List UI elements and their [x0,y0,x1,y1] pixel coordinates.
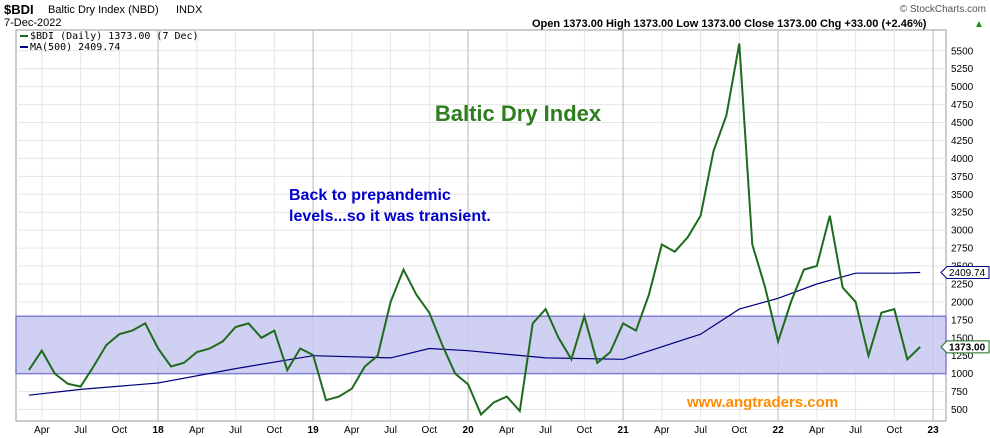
x-tick-label: 20 [463,425,475,436]
legend-price-label: $BDI (Daily) 1373.00 (7 Dec) [30,31,199,42]
ma-value-tag: 2409.74 [940,266,990,280]
ma-tag-text: 2409.74 [949,268,986,279]
x-tick-label: 19 [308,425,320,436]
x-tick-label: Jul [74,425,87,436]
x-tick-label: Oct [112,425,128,436]
legend: $BDI (Daily) 1373.00 (7 Dec) MA(500) 240… [20,31,199,53]
x-tick-label: Oct [267,425,283,436]
ma500-line [28,271,921,396]
y-tick-label: 1000 [951,369,974,380]
x-tick-label: Apr [499,425,515,436]
y-tick-label: 3750 [951,172,974,183]
y-tick-label: 5000 [951,82,974,93]
x-tick-label: 22 [773,425,785,436]
x-axis: Apr Jul Oct 18 Apr Jul Oct 19 Apr Jul Oct 20 Apr Jul O… [34,425,939,436]
chart-title: Baltic Dry Index [435,101,602,126]
x-tick-label: 21 [618,425,630,436]
legend-ma-label: MA(500) 2409.74 [30,42,120,53]
x-tick-label: Jul [694,425,707,436]
exchange-label: INDX [176,4,203,16]
price-value-tag: 1373.00 [940,340,990,354]
copyright-label: © StockCharts.com [900,4,986,15]
x-tick-label: Apr [654,425,670,436]
x-tick-label: Apr [34,425,50,436]
x-tick-label: Oct [577,425,593,436]
x-tick-label: 23 [928,425,940,436]
symbol-name: Baltic Dry Index (NBD) [48,4,159,16]
y-tick-label: 1500 [951,333,974,344]
y-tick-label: 750 [951,387,968,398]
symbol-label: $BDI [4,2,34,17]
y-tick-label: 500 [951,405,968,416]
annotation-line-2: levels...so it was transient. [289,208,491,225]
date-label: 7-Dec-2022 [4,17,61,29]
bdi-price-line [28,43,921,417]
watermark: www.angtraders.com [686,394,838,411]
x-tick-label: Apr [344,425,360,436]
y-tick-label: 2000 [951,297,974,308]
y-tick-label: 5250 [951,64,974,75]
ohlc-label: Open 1373.00 High 1373.00 Low 1373.00 Cl… [532,18,927,30]
annotation-line-1: Back to prepandemic [289,187,451,204]
x-tick-label: Apr [809,425,825,436]
y-tick-label: 4250 [951,136,974,147]
range-band [15,315,947,375]
y-tick-label: 5500 [951,46,974,57]
x-tick-label: Apr [189,425,205,436]
x-tick-label: Jul [539,425,552,436]
x-tick-label: 18 [153,425,165,436]
x-tick-label: Oct [732,425,748,436]
x-tick-label: Oct [422,425,438,436]
x-tick-label: Jul [229,425,242,436]
up-arrow-icon: ▲ [974,19,984,30]
y-tick-label: 2250 [951,279,974,290]
x-tick-label: Jul [384,425,397,436]
ma-tag-shape [940,266,990,280]
y-axis: 5007501000125015001750200022502500275030… [951,46,974,416]
x-tick-label: Jul [849,425,862,436]
y-tick-label: 1750 [951,315,974,326]
y-tick-label: 1250 [951,351,974,362]
price-tag-text: 1373.00 [949,342,986,353]
y-tick-label: 3250 [951,208,974,219]
x-tick-label: Oct [887,425,903,436]
y-tick-label: 4000 [951,154,974,165]
y-tick-label: 4750 [951,100,974,111]
y-tick-label: 3500 [951,190,974,201]
y-tick-label: 3000 [951,226,974,237]
y-tick-label: 2750 [951,244,974,255]
price-tag-shape [940,340,990,354]
y-tick-label: 4500 [951,118,974,129]
